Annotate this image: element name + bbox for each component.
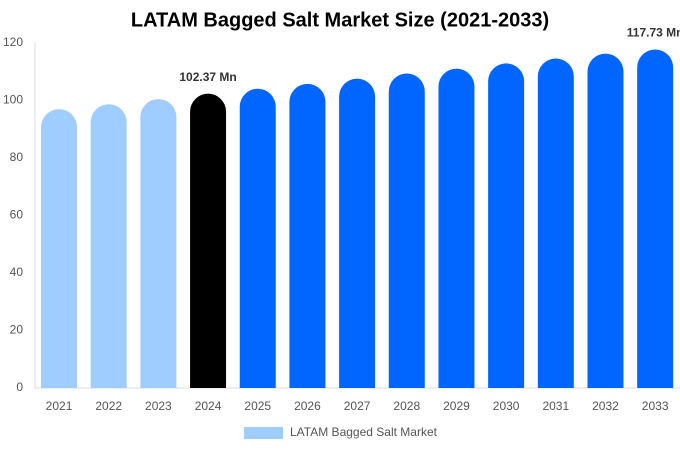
- x-tick-label: 2030: [493, 399, 520, 413]
- x-tick-label: 2032: [592, 399, 619, 413]
- bar: [438, 68, 475, 389]
- bar: [90, 104, 127, 389]
- x-tick-label: 2024: [195, 399, 222, 413]
- bar: [537, 58, 574, 389]
- y-tick-label: 60: [10, 208, 24, 222]
- bar: [587, 53, 624, 388]
- y-tick-label: 100: [3, 93, 23, 107]
- value-label: 117.73 Mn: [627, 26, 680, 40]
- x-tick-label: 2027: [344, 399, 371, 413]
- y-tick-label: 80: [10, 150, 24, 164]
- y-tick-label: 20: [10, 323, 24, 337]
- x-tick-label: 2028: [393, 399, 420, 413]
- x-tick-label: 2022: [95, 399, 122, 413]
- y-tick-label: 0: [16, 380, 23, 394]
- x-tick-label: 2023: [145, 399, 172, 413]
- legend-swatch: [244, 427, 283, 439]
- bar: [289, 83, 326, 388]
- x-tick-label: 2033: [642, 399, 669, 413]
- bar: [239, 88, 276, 388]
- x-tick-label: 2031: [542, 399, 569, 413]
- bar: [41, 109, 78, 388]
- y-tick-label: 120: [3, 35, 23, 49]
- bar: [488, 63, 525, 389]
- x-tick-label: 2026: [294, 399, 321, 413]
- bar: [339, 78, 376, 389]
- bar: [190, 93, 227, 388]
- bar: [637, 49, 674, 389]
- y-tick-label: 40: [10, 265, 24, 279]
- x-tick-label: 2029: [443, 399, 470, 413]
- legend-label: LATAM Bagged Salt Market: [290, 425, 438, 439]
- bar: [388, 73, 425, 388]
- chart-title: LATAM Bagged Salt Market Size (2021-2033…: [131, 9, 549, 31]
- x-tick-label: 2021: [46, 399, 73, 413]
- bar: [140, 99, 177, 388]
- x-tick-label: 2025: [244, 399, 271, 413]
- value-label: 102.37 Mn: [179, 70, 236, 84]
